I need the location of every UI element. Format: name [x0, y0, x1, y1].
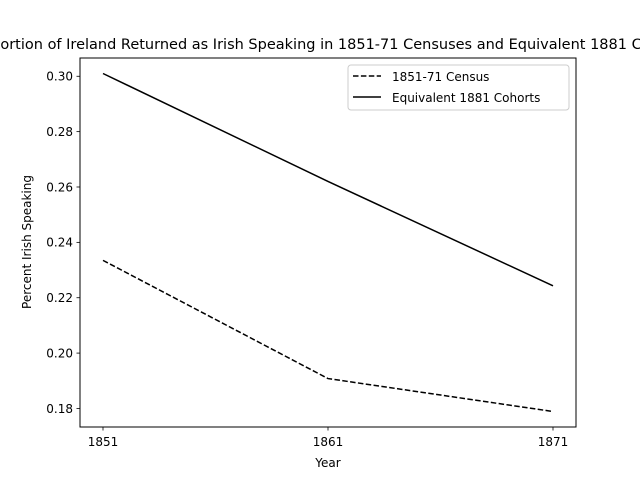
legend-label-cohorts: Equivalent 1881 Cohorts: [392, 91, 540, 105]
x-tick-label: 1861: [313, 435, 344, 449]
y-tick-label: 0.30: [46, 70, 73, 84]
y-tick-label: 0.20: [46, 346, 73, 360]
legend: 1851-71 Census Equivalent 1881 Cohorts: [347, 64, 570, 111]
legend-label-census: 1851-71 Census: [392, 70, 489, 84]
plot-area: 0.18 0.20 0.22 0.24 0.26 0.28 0.30 1851 1861 187…: [46, 57, 577, 449]
x-tick-label: 1871: [538, 435, 569, 449]
y-tick-label: 0.26: [46, 180, 73, 194]
x-axis: 1851 1861 1871: [88, 427, 569, 449]
series-lines: [102, 72, 554, 413]
y-tick-label: 0.24: [46, 236, 73, 250]
x-axis-label: Year: [314, 456, 340, 470]
y-axis-label: Percent Irish Speaking: [20, 175, 34, 309]
series-line-cohorts: [102, 72, 554, 287]
y-tick-label: 0.18: [46, 402, 73, 416]
legend-box: [347, 64, 570, 111]
y-tick-label: 0.22: [46, 291, 73, 305]
series-line-census: [102, 259, 554, 413]
x-tick-label: 1851: [88, 435, 119, 449]
y-axis: 0.18 0.20 0.22 0.24 0.26 0.28 0.30: [46, 70, 80, 416]
chart-title: Proportion of Ireland Returned as Irish …: [0, 37, 640, 53]
y-tick-label: 0.28: [46, 125, 73, 139]
